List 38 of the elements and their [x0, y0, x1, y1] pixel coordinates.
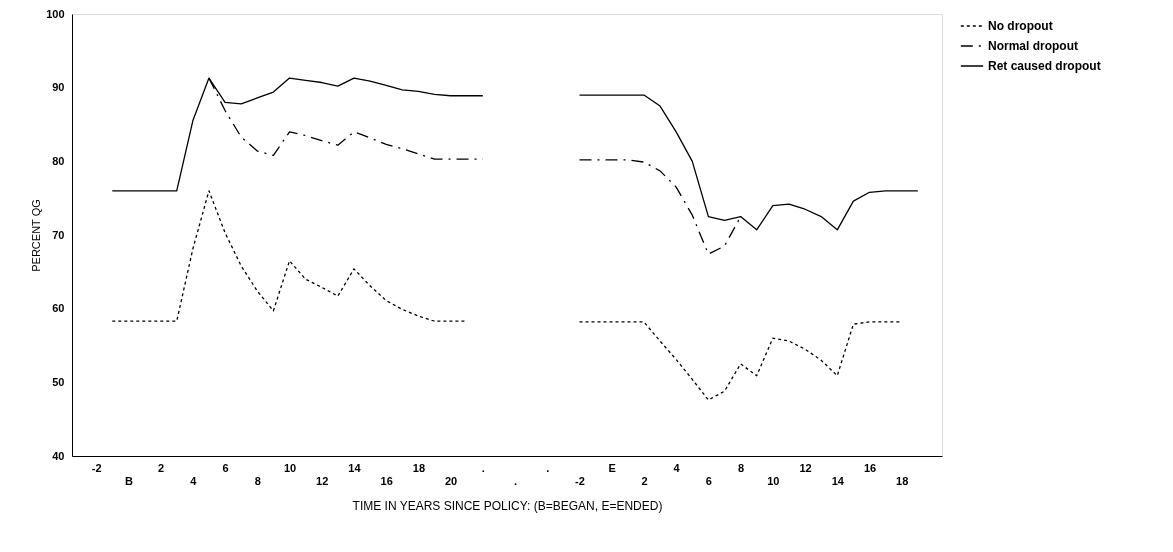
x-axis-title: TIME IN YEARS SINCE POLICY: (B=BEGAN, E=ENDED): [352, 498, 663, 513]
y-tick-label: 40: [52, 449, 65, 462]
x-tick-label: 2: [641, 474, 648, 487]
x-tick-label: 14: [348, 461, 362, 474]
x-tick-label: 2: [158, 461, 165, 474]
y-tick-label: 60: [52, 302, 65, 315]
y-tick-label: 70: [52, 228, 65, 241]
x-tick-label: 6: [705, 474, 712, 487]
x-tick-label: 4: [190, 474, 198, 487]
x-tick-label: 4: [673, 461, 681, 474]
x-tick-label: E: [608, 461, 616, 474]
x-tick-label: B: [124, 474, 133, 487]
x-tick-label: 18: [896, 474, 909, 487]
y-tick-label: 50: [52, 375, 65, 388]
x-tick-label: -2: [91, 461, 102, 474]
y-tick-label: 100: [46, 7, 65, 20]
legend-label: Normal dropout: [988, 39, 1078, 53]
x-tick-label: 14: [831, 474, 845, 487]
y-axis-title: PERCENT QG: [30, 199, 43, 272]
x-tick-label: .: [481, 461, 485, 474]
x-tick-label: .: [514, 474, 518, 487]
x-tick-label: -2: [575, 474, 585, 487]
x-tick-label: 8: [738, 461, 745, 474]
x-tick-label: 8: [254, 474, 261, 487]
y-tick-label: 90: [52, 81, 65, 94]
legend-label: Ret caused dropout: [988, 59, 1101, 73]
x-tick-label: 12: [799, 461, 812, 474]
x-tick-label: 10: [283, 461, 297, 474]
x-tick-label: 10: [767, 474, 780, 487]
x-tick-label: 18: [412, 461, 426, 474]
x-tick-label: 12: [316, 474, 329, 487]
x-tick-label: .: [546, 461, 550, 474]
x-tick-label: 16: [380, 474, 393, 487]
y-tick-label: 80: [52, 154, 65, 167]
legend-label: No dropout: [988, 19, 1053, 33]
x-tick-label: 6: [222, 461, 229, 474]
x-tick-label: 16: [863, 461, 877, 474]
x-tick-label: 20: [444, 474, 458, 487]
